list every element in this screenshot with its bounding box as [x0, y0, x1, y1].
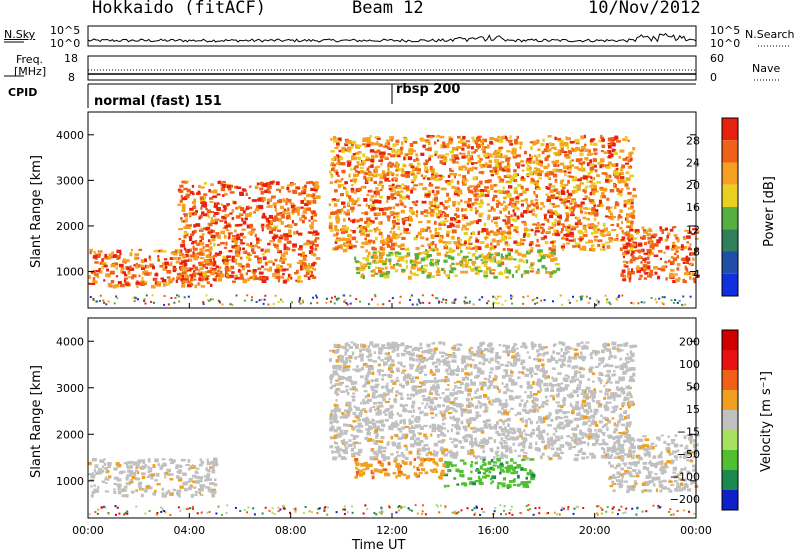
xtick-label: 04:00: [173, 524, 205, 537]
nave-tick-top: 60: [710, 52, 724, 65]
velocity-colorbar-tick: 100: [679, 358, 700, 371]
power-colorbar-tick: 28: [686, 134, 700, 147]
freq-tick-top: 18: [64, 52, 78, 65]
power-colorbar-segment: [722, 251, 738, 274]
power-colorbar-tick: 4: [693, 268, 700, 281]
power-feature-5: [620, 226, 700, 284]
power-colorbar-frame: [721, 117, 739, 297]
nsky-tick-bottom: 10^0: [50, 37, 81, 50]
nsearch-label: N.Search: [745, 28, 795, 41]
nsky-trace: [87, 32, 697, 43]
power-colorbar-tick: 20: [686, 179, 700, 192]
xtick-label: 16:00: [477, 524, 509, 537]
power-colorbar-segment: [722, 140, 738, 163]
freq-unit-label: [MHz]: [14, 65, 47, 78]
xtick-label: 08:00: [275, 524, 307, 537]
power-feature-3: [328, 134, 638, 253]
power-colorbar-segment: [722, 207, 738, 230]
velocity-colorbar-segment: [722, 330, 738, 350]
velocity-colorbar-segment: [722, 350, 738, 370]
velocity-feature-1: [88, 457, 219, 498]
velocity-colorbar-segment: [722, 470, 738, 490]
power-colorbar-segment: [722, 184, 738, 207]
power-feature-4: [354, 249, 561, 280]
velocity-colorbar-tick: −100: [670, 470, 700, 483]
velocity-colorbar-segment: [722, 490, 738, 510]
power-feature-2: [177, 180, 321, 284]
power-colorbar-segment: [722, 229, 738, 252]
velocity-ground-scatter: [88, 504, 696, 516]
freq-panel-frame: [87, 55, 697, 81]
velocity-feature-3: [443, 457, 536, 490]
velocity-colorbar-tick: 50: [686, 380, 700, 393]
station-title: Hokkaido (fitACF): [92, 0, 266, 18]
xtick-label: 00:00: [72, 524, 104, 537]
cpid-label: CPID: [8, 86, 38, 99]
velocity-colorbar-segment: [722, 430, 738, 450]
ytick-label: 4000: [56, 335, 84, 348]
beam-title: Beam 12: [352, 0, 424, 18]
power-colorbar-tick: 24: [686, 157, 700, 170]
velocity-colorbar-segment: [722, 370, 738, 390]
cpid-mode-2: rbsp 200: [396, 82, 461, 97]
power-colorbar-tick: 16: [686, 201, 700, 214]
power-feature-1: [88, 248, 218, 289]
velocity-colorbar-tick: −50: [677, 448, 700, 461]
xtick-label: 12:00: [376, 524, 408, 537]
ytick-label: 2000: [56, 428, 84, 441]
velocity-colorbar-tick: 200: [679, 335, 700, 348]
velocity-colorbar-segment: [722, 450, 738, 470]
freq-tick-bottom: 8: [68, 71, 75, 84]
xtick-label: 00:00: [680, 524, 712, 537]
ytick-label: 1000: [56, 266, 84, 279]
velocity-feature-4: [354, 457, 447, 480]
nsky-panel-frame: [87, 25, 697, 47]
velocity-colorbar-frame: [721, 329, 739, 511]
power-colorbar-tick: 12: [686, 223, 700, 236]
nave-label: Nave: [752, 62, 781, 75]
velocity-colorbar-tick: −200: [670, 493, 700, 506]
freq-label: Freq.: [16, 53, 44, 66]
power-colorbar-segment: [722, 162, 738, 185]
velocity-colorbar-segment: [722, 410, 738, 430]
velocity-colorbar-tick: 15: [686, 403, 700, 416]
ytick-label: 3000: [56, 174, 84, 187]
xtick-label: 20:00: [579, 524, 611, 537]
nave-tick-bottom: 0: [710, 71, 717, 84]
ytick-label: 4000: [56, 129, 84, 142]
nsky-tick-top: 10^5: [50, 24, 81, 37]
power-ground-scatter: [89, 294, 692, 306]
velocity-colorbar-segment: [722, 390, 738, 410]
velocity-colorbar-tick: −15: [677, 425, 700, 438]
power-colorbar-segment: [722, 118, 738, 141]
nsearch-tick-bottom: 10^0: [710, 37, 741, 50]
velocity-feature-5: [607, 434, 700, 494]
power-colorbar-tick: 8: [693, 246, 700, 259]
cpid-mode-1: normal (fast) 151: [94, 94, 222, 109]
nsky-label: N.Sky: [4, 28, 36, 41]
date-title: 10/Nov/2012: [588, 0, 701, 18]
x-axis-label: Time UT: [352, 538, 406, 553]
ytick-label: 2000: [56, 220, 84, 233]
nsearch-tick-top: 10^5: [710, 24, 741, 37]
ytick-label: 3000: [56, 382, 84, 395]
ytick-label: 1000: [56, 475, 84, 488]
velocity-feature-2: [328, 341, 638, 462]
power-colorbar-segment: [722, 273, 738, 296]
